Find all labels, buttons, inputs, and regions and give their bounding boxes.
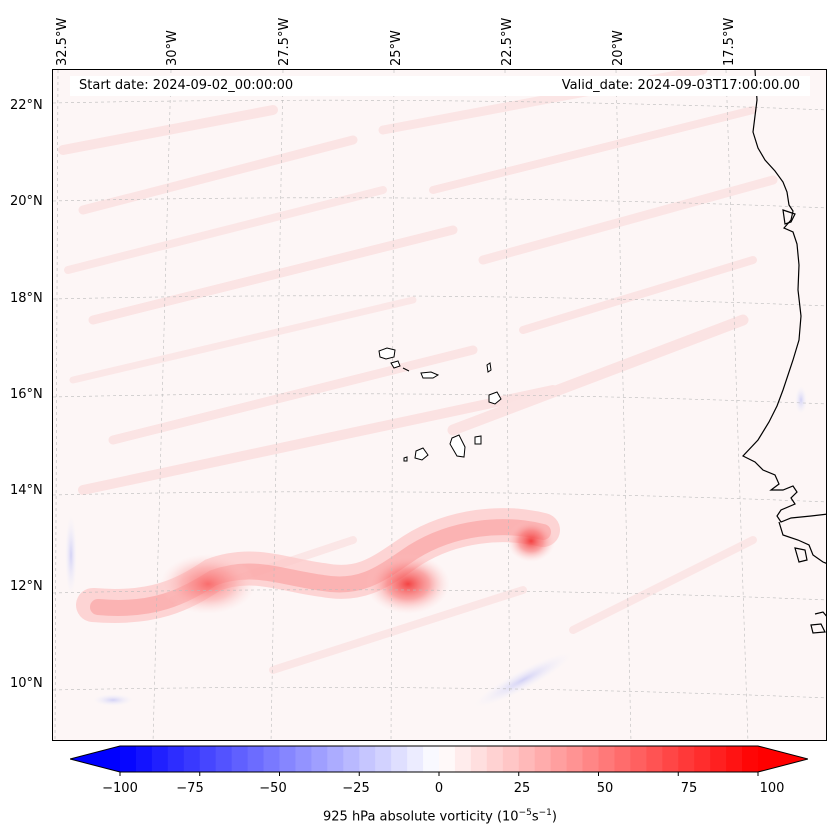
island-fogo: [414, 447, 429, 461]
colorbar-cell: [183, 746, 201, 772]
colorbar-cell: [279, 746, 296, 772]
colorbar-cell: [231, 746, 249, 772]
island-santo-antao: [378, 347, 396, 360]
colorbar-cell: [359, 746, 376, 772]
colorbar-cell: [215, 746, 233, 772]
colorbar-cell: [598, 746, 615, 772]
graticule: [53, 70, 826, 740]
colorbar-label-units-prefix: (10: [496, 809, 519, 825]
colorbar-cell: [534, 746, 552, 772]
lon-label-27-5w: 27.5°W: [277, 17, 292, 66]
colorbar-cell: [614, 746, 631, 772]
colorbar-cell: [439, 746, 456, 772]
lat-label-16n: 16°N: [10, 387, 43, 402]
colorbar-cell: [502, 746, 520, 772]
island-sao-vicente: [390, 360, 401, 369]
lon-label-30w: 30°W: [165, 30, 180, 66]
colorbar-cell: [646, 746, 663, 772]
cape-verde-islands: [378, 347, 502, 462]
valid-date-label: Valid_date: 2024-09-03T17:00:00.00: [561, 78, 800, 93]
colorbar-cell: [470, 746, 488, 772]
colorbar-tick-25: 25: [513, 781, 531, 796]
colorbar-cell: [694, 746, 711, 772]
colorbar-cell: [375, 746, 392, 772]
colorbar-label-exp2: −1: [538, 808, 552, 818]
colorbar-cell: [678, 746, 695, 772]
lat-label-14n: 14°N: [10, 483, 43, 498]
lon-label-22-5w: 22.5°W: [500, 17, 515, 66]
lat-label-18n: 18°N: [10, 291, 43, 306]
map-canvas: [53, 70, 826, 740]
colorbar-tick-neg25: −25: [342, 781, 370, 796]
colorbar-cell: [407, 746, 424, 772]
african-coastline: [742, 70, 826, 634]
island-boa-vista: [488, 391, 502, 405]
negative-vorticity-patches: [65, 386, 807, 708]
colorbar-max-extend-arrow: [758, 746, 808, 772]
colorbar-cell: [662, 746, 679, 772]
colorbar-cell: [566, 746, 584, 772]
colorbar-tick-neg50: −50: [259, 781, 287, 796]
colorbar-tick-neg100: −100: [102, 781, 138, 796]
island-santa-luzia: [402, 367, 410, 372]
colorbar-cell: [151, 746, 169, 772]
colorbar-cell: [167, 746, 185, 772]
colorbar-cell: [423, 746, 440, 772]
colorbar-tick-neg75: −75: [176, 781, 204, 796]
lon-label-32-5w: 32.5°W: [55, 17, 70, 66]
colorbar-tick-75: 75: [680, 781, 698, 796]
colorbar-tick-100: 100: [759, 781, 785, 796]
island-santiago: [449, 434, 466, 458]
colorbar-cell: [311, 746, 328, 772]
colorbar-cell: [710, 746, 727, 772]
colorbar-label-units-mid: s: [531, 809, 539, 825]
vorticity-map[interactable]: [52, 69, 827, 741]
colorbar-label-units-suffix: ): [551, 809, 557, 825]
colorbar-cell: [263, 746, 280, 772]
colorbar-label: 925 hPa absolute vorticity (10−5s−1): [323, 808, 557, 824]
header-band: [70, 76, 810, 96]
colorbar-cell: [247, 746, 265, 772]
colorbar-cell: [120, 746, 137, 772]
lat-label-10n: 10°N: [10, 676, 43, 691]
colorbar-cell: [630, 746, 647, 772]
colorbar-tick-0: 0: [434, 781, 444, 796]
colorbar-cell: [454, 746, 472, 772]
lon-label-17-5w: 17.5°W: [722, 17, 737, 66]
colorbar-cell: [343, 746, 360, 772]
island-sao-nicolau: [420, 371, 440, 379]
colorbar-cell: [582, 746, 599, 772]
colorbar-cell: [550, 746, 568, 772]
colorbar-cell: [726, 746, 743, 772]
colorbar-cell: [295, 746, 312, 772]
lat-label-12n: 12°N: [10, 579, 43, 594]
island-maio: [474, 435, 482, 445]
vorticity-band: [76, 508, 560, 623]
start-date-label: Start date: 2024-09-02_00:00:00: [79, 78, 294, 93]
lat-label-22n: 22°N: [10, 98, 43, 113]
colorbar-min-extend-arrow: [70, 746, 120, 772]
colorbar-tick-50: 50: [596, 781, 614, 796]
colorbar-cell: [742, 746, 759, 772]
lon-label-25w: 25°W: [389, 30, 404, 66]
lon-label-20w: 20°W: [611, 30, 626, 66]
colorbar-cell: [327, 746, 344, 772]
lat-label-20n: 20°N: [10, 194, 43, 209]
colorbar-label-variable: 925 hPa absolute vorticity: [323, 809, 493, 825]
colorbar-cell: [199, 746, 217, 772]
colorbar-cell: [486, 746, 504, 772]
island-sal: [486, 362, 492, 373]
island-brava: [403, 456, 408, 462]
colorbar: [70, 745, 808, 776]
colorbar-cell: [518, 746, 536, 772]
colorbar-cell: [135, 746, 153, 772]
colorbar-label-exp1: −5: [518, 808, 532, 818]
colorbar-cell: [391, 746, 408, 772]
